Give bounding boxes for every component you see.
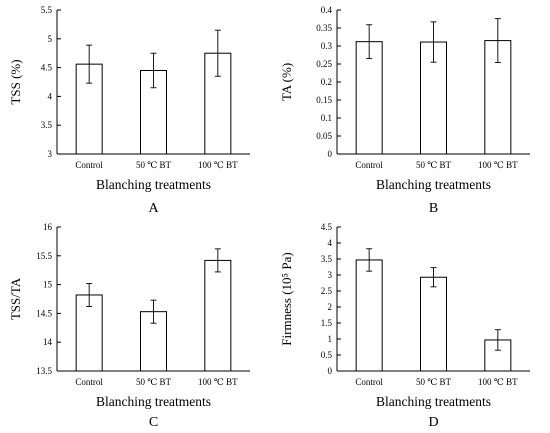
y-tick-label: 3.5 bbox=[321, 254, 333, 264]
y-tick-label: 13.5 bbox=[36, 366, 52, 376]
y-tick-label: 4 bbox=[328, 238, 333, 248]
y-tick-label: 0.3 bbox=[321, 41, 333, 51]
y-tick-label: 1.5 bbox=[321, 318, 333, 328]
x-tick-label: 50 ℃ BT bbox=[416, 160, 452, 170]
chart-panel-c: 13.5 14 14.5 15 15.5 16 Control 50 ℃ BT 100 ℃ BT… bbox=[8, 222, 250, 430]
chart-panel-a: 3 3.5 4 4.5 5 5.5 Control 50 ℃ BT 100 ℃ BT TSS (%… bbox=[8, 5, 250, 216]
x-axis-title: Blanching treatments bbox=[96, 394, 211, 409]
y-tick-label: 14 bbox=[43, 337, 53, 347]
y-tick-label: 4.5 bbox=[321, 222, 333, 232]
x-tick-label: 100 ℃ BT bbox=[478, 377, 518, 387]
y-tick-label: 3 bbox=[48, 149, 53, 159]
x-tick-label: Control bbox=[75, 160, 103, 170]
y-tick-label: 15.5 bbox=[36, 251, 52, 261]
x-tick-label: 50 ℃ BT bbox=[136, 160, 172, 170]
x-tick-label: Control bbox=[355, 377, 383, 387]
y-tick-label: 16 bbox=[43, 222, 53, 232]
y-tick-label: 4 bbox=[48, 91, 53, 101]
x-tick-label: 100 ℃ BT bbox=[198, 377, 238, 387]
y-tick-label: 0.05 bbox=[316, 131, 332, 141]
y-tick-label: 0.15 bbox=[316, 95, 332, 105]
chart-panel-d: 0 0.5 1 1.5 2 2.5 3 3.5 4 4.5 Control 50 ℃ BT 100 ℃ … bbox=[279, 222, 530, 430]
y-tick-label: 0.35 bbox=[316, 23, 332, 33]
panel-label: B bbox=[429, 201, 438, 216]
bar bbox=[355, 259, 383, 372]
bar bbox=[204, 259, 232, 372]
y-tick-label: 15 bbox=[43, 280, 53, 290]
y-tick-label: 1 bbox=[328, 334, 333, 344]
panel-label: A bbox=[148, 201, 159, 216]
y-tick-label: 2 bbox=[328, 302, 333, 312]
x-tick-label: Control bbox=[75, 377, 103, 387]
y-axis-title: Firmness (10⁵ Pa) bbox=[279, 252, 294, 345]
y-tick-label: 4.5 bbox=[41, 63, 53, 73]
y-axis-title: TSS/TA bbox=[8, 277, 23, 320]
y-tick-label: 0 bbox=[328, 366, 333, 376]
chart-panel-b: 0 0.05 0.1 0.15 0.2 0.25 0.3 0.35 0.4 Control 50 ℃… bbox=[279, 5, 530, 216]
bar bbox=[75, 294, 103, 372]
y-tick-label: 3 bbox=[328, 270, 333, 280]
x-tick-label: Control bbox=[355, 160, 383, 170]
bar bbox=[420, 276, 447, 372]
y-tick-label: 0.4 bbox=[321, 5, 333, 15]
y-tick-label: 0.2 bbox=[321, 77, 332, 87]
y-tick-label: 0 bbox=[328, 149, 333, 159]
y-tick-label: 5 bbox=[48, 34, 53, 44]
y-tick-label: 5.5 bbox=[41, 5, 53, 15]
panel-label: C bbox=[149, 415, 158, 430]
x-axis-title: Blanching treatments bbox=[376, 177, 491, 192]
y-tick-label: 2.5 bbox=[321, 286, 333, 296]
x-axis-title: Blanching treatments bbox=[376, 394, 491, 409]
x-axis-title: Blanching treatments bbox=[96, 177, 211, 192]
y-axis-title: TSS (%) bbox=[8, 59, 23, 104]
y-tick-label: 0.1 bbox=[321, 113, 332, 123]
panel-label: D bbox=[428, 415, 438, 430]
x-tick-label: 100 ℃ BT bbox=[478, 160, 518, 170]
bar bbox=[204, 52, 232, 155]
y-axis-title: TA (%) bbox=[279, 63, 294, 101]
x-tick-label: 100 ℃ BT bbox=[198, 160, 238, 170]
x-tick-label: 50 ℃ BT bbox=[416, 377, 452, 387]
y-tick-label: 0.5 bbox=[321, 350, 333, 360]
y-tick-label: 0.25 bbox=[316, 59, 332, 69]
bar bbox=[484, 339, 512, 372]
y-tick-label: 3.5 bbox=[41, 120, 53, 130]
y-tick-label: 14.5 bbox=[36, 308, 52, 318]
x-tick-label: 50 ℃ BT bbox=[136, 377, 172, 387]
